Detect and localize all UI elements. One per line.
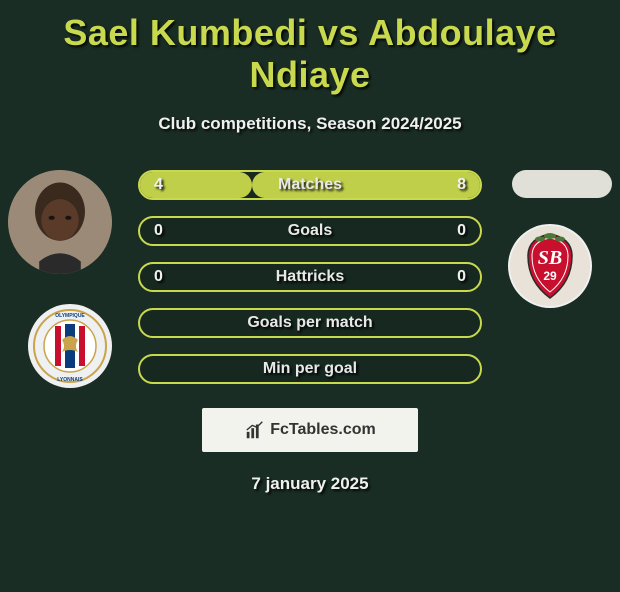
stat-row-goals-per-match: Goals per match [138,308,482,338]
brand-text: FcTables.com [270,421,376,439]
comparison-area: OLYMPIQUE LYONNAIS SB 29 4 Matches 8 0 G… [0,170,620,400]
player-right-photo [512,170,612,198]
lyon-badge-icon: OLYMPIQUE LYONNAIS [30,306,110,386]
brest-badge-icon: SB 29 [510,226,590,306]
stat-row-min-per-goal: Min per goal [138,354,482,384]
stat-label: Goals [288,222,332,240]
stat-row-goals: 0 Goals 0 [138,216,482,246]
player-left-photo [8,170,112,274]
club-badge-left: OLYMPIQUE LYONNAIS [28,304,112,388]
stat-left-value: 0 [154,268,163,286]
stat-row-hattricks: 0 Hattricks 0 [138,262,482,292]
subtitle: Club competitions, Season 2024/2025 [0,114,620,134]
player-silhouette-icon [8,170,112,274]
page-title: Sael Kumbedi vs Abdoulaye Ndiaye [0,12,620,96]
svg-text:29: 29 [543,269,557,283]
stat-row-matches: 4 Matches 8 [138,170,482,200]
stat-label: Min per goal [263,360,357,378]
stat-label: Hattricks [276,268,344,286]
stat-label: Matches [278,176,342,194]
stat-rows: 4 Matches 8 0 Goals 0 0 Hattricks 0 Goal… [138,170,482,400]
date: 7 january 2025 [0,474,620,494]
svg-text:LYONNAIS: LYONNAIS [57,377,83,383]
svg-text:SB: SB [538,247,562,269]
stat-label: Goals per match [247,314,372,332]
stat-right-value: 0 [457,268,466,286]
stat-right-value: 8 [457,176,466,194]
stat-left-value: 0 [154,222,163,240]
brand-box: FcTables.com [202,408,418,452]
svg-text:OLYMPIQUE: OLYMPIQUE [55,313,85,319]
stat-left-value: 4 [154,176,163,194]
chart-icon [244,419,266,441]
stat-right-value: 0 [457,222,466,240]
club-badge-right: SB 29 [508,224,592,308]
